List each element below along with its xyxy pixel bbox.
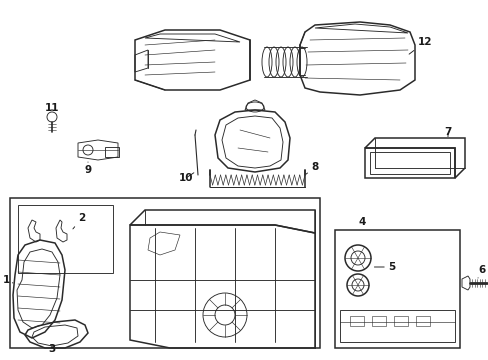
Text: 3: 3 xyxy=(48,344,56,354)
Bar xyxy=(18,205,113,273)
Bar xyxy=(393,316,407,326)
Bar xyxy=(415,316,429,326)
Bar xyxy=(369,152,449,174)
Text: 8: 8 xyxy=(305,162,318,174)
Text: 11: 11 xyxy=(45,103,59,113)
Bar xyxy=(334,230,459,348)
Text: 4: 4 xyxy=(358,217,365,227)
Text: 5: 5 xyxy=(374,262,395,272)
Text: 7: 7 xyxy=(444,127,451,137)
Bar xyxy=(339,310,454,342)
Text: 1: 1 xyxy=(2,275,13,285)
Text: 2: 2 xyxy=(73,213,85,229)
Text: 6: 6 xyxy=(477,265,485,278)
Bar xyxy=(10,198,319,348)
Bar xyxy=(105,147,119,157)
Text: 9: 9 xyxy=(84,162,91,175)
Text: 12: 12 xyxy=(408,37,431,54)
Text: 10: 10 xyxy=(179,173,193,183)
Bar xyxy=(371,316,385,326)
Bar xyxy=(349,316,363,326)
